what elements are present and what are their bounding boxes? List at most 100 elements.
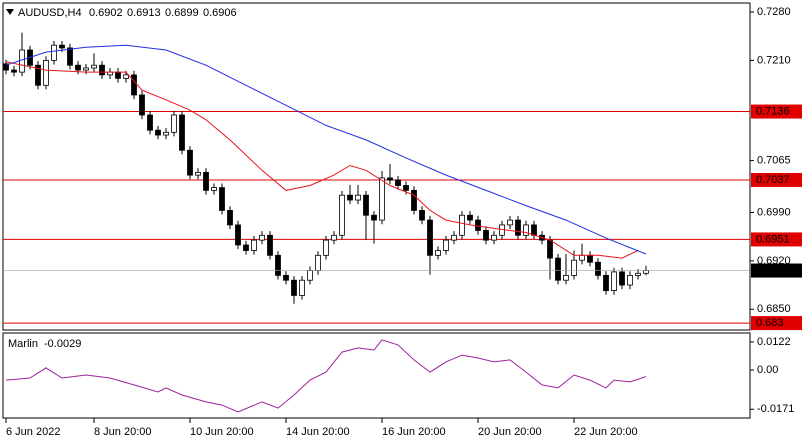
candle-body: [243, 244, 249, 251]
candle-body: [571, 259, 577, 276]
candle-body: [283, 274, 289, 281]
candle-body: [235, 224, 241, 246]
candle-body: [323, 239, 329, 256]
level-label-box: [751, 232, 802, 247]
y-tick-label: 0.7210: [757, 54, 791, 66]
candle-body: [515, 219, 521, 236]
candle-body: [67, 47, 73, 66]
candle-body: [155, 129, 161, 136]
level-label: 0.7136: [756, 105, 790, 117]
symbol: AUDUSD,H4: [18, 7, 82, 19]
candle-body: [131, 74, 137, 96]
price-label: 0.6906: [756, 264, 790, 276]
candle-body: [19, 49, 25, 73]
candle-body: [91, 64, 97, 69]
candle-body: [187, 149, 193, 176]
candle-body: [555, 257, 561, 281]
candle-body: [395, 179, 401, 186]
level-label-box: [751, 316, 802, 331]
candle-body: [179, 114, 185, 151]
candle-body: [507, 219, 513, 226]
candle-body: [83, 67, 89, 71]
candle-body: [347, 194, 353, 201]
candle-body: [531, 224, 537, 236]
line: [5, 61, 639, 259]
candle-body: [355, 194, 361, 201]
candle-body: [635, 272, 641, 276]
candle-body: [43, 59, 49, 86]
x-tick-label: 8 Jun 20:00: [94, 426, 152, 438]
x-tick-label: 14 Jun 20:00: [286, 426, 350, 438]
candle-body: [419, 209, 425, 221]
candle-body: [411, 189, 417, 211]
x-tick-label: 20 Jun 20:00: [478, 426, 542, 438]
y-tick-label: 0.00: [757, 364, 778, 376]
candle-body: [11, 69, 17, 73]
candle-body: [35, 64, 41, 86]
candle-body: [603, 274, 609, 291]
candle-body: [483, 230, 489, 241]
candle-body: [251, 239, 257, 251]
candle-body: [371, 214, 377, 221]
line: [5, 339, 647, 413]
price-pane-frame: [2, 2, 751, 331]
candle-body: [147, 114, 153, 131]
candle-body: [75, 64, 81, 71]
candle-body: [275, 254, 281, 276]
y-tick-label: 0.6990: [757, 206, 791, 218]
candle-body: [643, 270, 649, 274]
candle-body: [363, 194, 369, 216]
candle-body: [435, 250, 441, 256]
candle-body: [195, 171, 201, 176]
candle-body: [339, 194, 345, 236]
candle-body: [379, 177, 385, 221]
price-label-box: [751, 263, 802, 278]
candle-body: [267, 234, 273, 256]
candle-body: [459, 214, 465, 236]
candle-body: [427, 219, 433, 256]
y-tick-label: -0.0171: [757, 403, 794, 415]
header-high: 0.6913: [127, 7, 161, 19]
candle-body: [203, 171, 209, 191]
indicator-value: -0.0029: [44, 338, 81, 350]
candle-body: [307, 270, 313, 281]
header-arrow: [6, 9, 14, 15]
candle-body: [523, 224, 529, 236]
indicator-title: Marlin: [8, 338, 38, 350]
level-label: 0.7037: [756, 174, 790, 186]
candle-body: [3, 63, 9, 71]
candle-body: [611, 271, 617, 291]
y-tick-label: 0.6850: [757, 303, 791, 315]
candle-body: [315, 254, 321, 271]
header-open: 0.6902: [89, 7, 123, 19]
candle-body: [563, 274, 569, 281]
x-tick-label: 10 Jun 20:00: [190, 426, 254, 438]
y-tick-label: 0.7280: [757, 6, 791, 18]
candle-body: [619, 271, 625, 286]
candle-body: [299, 279, 305, 296]
level-label: 0.683: [756, 317, 784, 329]
level-label-box: [751, 172, 802, 187]
header-close: 0.6906: [203, 7, 237, 19]
candle-body: [171, 114, 177, 133]
candle-body: [291, 279, 297, 296]
candle-body: [59, 44, 65, 49]
candle-body: [219, 187, 225, 211]
candle-body: [403, 185, 409, 191]
candle-body: [115, 71, 121, 79]
candle-body: [547, 239, 553, 259]
candle-body: [139, 94, 145, 116]
candle-body: [227, 209, 233, 226]
x-tick-label: 16 Jun 20:00: [382, 426, 446, 438]
y-tick-label: 0.0122: [757, 336, 791, 348]
level-label-box: [751, 104, 802, 119]
candle-body: [51, 44, 57, 61]
level-label: 0.6951: [756, 233, 790, 245]
candle-body: [587, 254, 593, 263]
indicator-pane-frame: [2, 332, 751, 419]
candle-body: [491, 234, 497, 241]
candle-body: [475, 219, 481, 231]
candle-body: [99, 64, 105, 76]
candle-body: [211, 187, 217, 191]
